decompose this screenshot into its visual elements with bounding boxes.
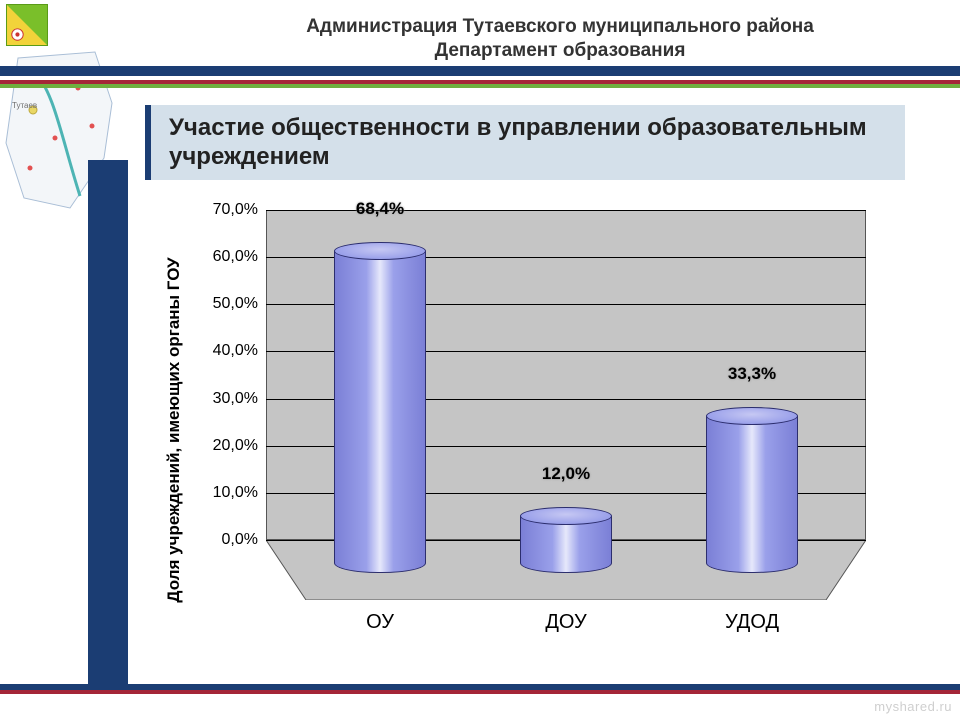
bar-УДОД (706, 416, 798, 573)
section-title: Участие общественности в управлении обра… (169, 114, 887, 171)
plot-area: 0,0%10,0%20,0%30,0%40,0%50,0%60,0%70,0%6… (266, 210, 866, 600)
xtick-label: УДОД (725, 611, 779, 634)
bar-value-label: 33,3% (728, 364, 776, 384)
y-axis-label: Доля учреждений, имеющих органы ГОУ (164, 257, 184, 602)
watermark: myshared.ru (874, 699, 952, 714)
xtick-label: ДОУ (545, 611, 586, 634)
header-title: Администрация Тутаевского муниципального… (190, 15, 930, 63)
bar-value-label: 68,4% (356, 199, 404, 219)
header-line2: Департамент образования (190, 39, 930, 63)
ytick-label: 60,0% (213, 248, 258, 266)
bar-value-label: 12,0% (542, 464, 590, 484)
xtick-label: ОУ (366, 611, 394, 634)
ytick-label: 20,0% (213, 437, 258, 455)
chart: Доля учреждений, имеющих органы ГОУ 0,0%… (180, 200, 900, 660)
ytick-label: 50,0% (213, 295, 258, 313)
slide-root: Тутаев Администрация Тутаевского муницип… (0, 0, 960, 720)
bar-ОУ (334, 251, 426, 573)
svg-text:Тутаев: Тутаев (12, 101, 37, 110)
ytick-label: 40,0% (213, 342, 258, 360)
ytick-label: 0,0% (222, 531, 258, 549)
band-green (0, 84, 960, 88)
header-line1: Администрация Тутаевского муниципального… (190, 15, 930, 39)
ytick-label: 10,0% (213, 484, 258, 502)
section-title-block: Участие общественности в управлении обра… (145, 105, 905, 180)
bar-ДОУ (520, 516, 612, 573)
left-column-bar (88, 160, 128, 684)
ytick-label: 70,0% (213, 201, 258, 219)
footer-band-maroon (0, 690, 960, 694)
district-logo (6, 4, 48, 46)
ytick-label: 30,0% (213, 390, 258, 408)
band-navy (0, 66, 960, 76)
